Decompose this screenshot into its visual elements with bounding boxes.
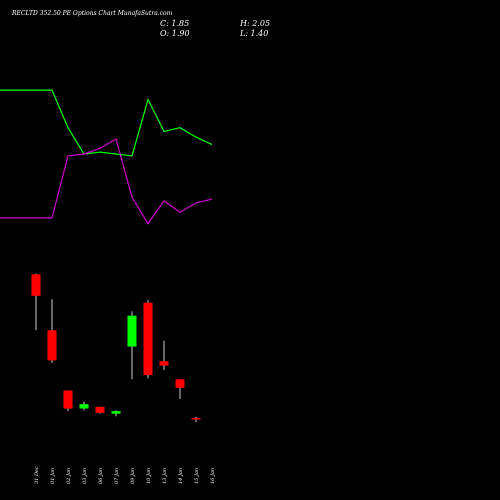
date-tick-label: 15 Jan — [194, 468, 200, 484]
candle-13-jan — [159, 340, 169, 370]
date-tick-label: 13 Jan — [162, 468, 168, 484]
candle-body-down — [31, 274, 41, 296]
candle-02-jan — [63, 390, 73, 412]
candle-body-down — [63, 390, 73, 409]
candle-07-jan — [111, 410, 121, 417]
candle-body-down — [191, 417, 201, 420]
date-tick-label: 07 Jan — [114, 468, 120, 484]
candle-body-down — [175, 379, 185, 388]
close-readout: C: 1.85 — [160, 19, 189, 28]
candle-09-jan — [127, 311, 137, 380]
high-readout: H: 2.05 — [239, 19, 270, 28]
date-tick-label: 31 Dec — [34, 466, 40, 484]
candle-body-down — [95, 406, 105, 413]
date-tick-label: 01 Jan — [50, 468, 56, 484]
date-tick-label: 02 Jan — [66, 468, 72, 484]
indicator-line-2 — [0, 138, 213, 225]
indicator-lines — [0, 89, 213, 225]
date-tick-label: 16 Jan — [210, 468, 216, 484]
candle-body-down — [159, 361, 169, 366]
candle-01-jan — [47, 299, 57, 363]
date-tick-label: 03 Jan — [82, 468, 88, 484]
low-readout: L: 1.40 — [239, 29, 268, 38]
candle-body-down — [47, 330, 57, 361]
chart-title: RECLTD 352.50 PE Options Chart MunafaSut… — [11, 10, 173, 17]
candle-body-down — [143, 302, 153, 375]
open-readout: O: 1.90 — [160, 29, 190, 38]
candle-31-dec — [31, 273, 41, 331]
date-tick-label: 09 Jan — [130, 468, 136, 484]
candle-14-jan — [175, 379, 185, 400]
candle-body-up — [111, 411, 121, 414]
date-tick-label: 10 Jan — [146, 468, 152, 484]
date-tick-label: 06 Jan — [98, 468, 104, 484]
candle-06-jan — [95, 406, 105, 414]
indicator-line-1 — [0, 89, 213, 157]
candles — [31, 273, 201, 423]
candle-03-jan — [79, 401, 89, 411]
candle-body-up — [127, 315, 137, 347]
candle-body-up — [79, 404, 89, 409]
candle-15-jan — [191, 416, 201, 423]
date-axis: 31 Dec 01 Jan 02 Jan 03 Jan 06 Jan 07 Jan 09 J… — [34, 466, 216, 484]
candle-10-jan — [143, 300, 153, 379]
date-tick-label: 14 Jan — [178, 468, 184, 484]
